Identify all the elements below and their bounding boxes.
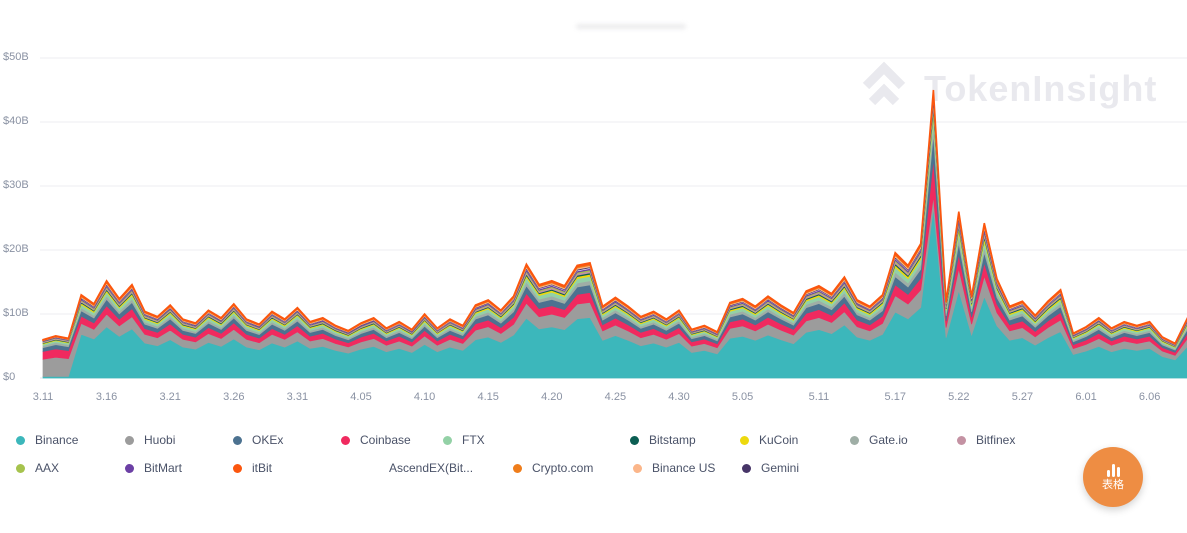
legend-label: Huobi [144, 433, 176, 447]
area-series-itbit[interactable] [42, 89, 1187, 345]
x-tick-label: 3.21 [159, 391, 181, 403]
y-tick-label: $40B [3, 115, 29, 127]
bar-chart-icon [1106, 463, 1120, 477]
legend-dot [233, 463, 242, 473]
legend-label: Binance [35, 433, 79, 447]
legend-label: itBit [252, 461, 273, 475]
x-tick-label: 4.20 [541, 391, 563, 403]
legend-item-bitfinex[interactable]: Bitfinex [957, 433, 1053, 447]
legend-item-coinbase[interactable]: Coinbase [341, 433, 443, 447]
table-view-button[interactable]: 表格 [1083, 447, 1143, 507]
legend-item-ascendex-bit-[interactable]: AscendEX(Bit... [370, 461, 513, 475]
x-tick-label: 6.06 [1138, 391, 1161, 403]
legend-label: OKEx [252, 433, 284, 447]
legend-item-crypto-com[interactable]: Crypto.com [513, 461, 633, 475]
legend-label: Bitstamp [649, 433, 696, 447]
legend-dot [633, 463, 642, 473]
legend-item-gate-io[interactable]: Gate.io [850, 433, 957, 447]
legend-dot [16, 435, 25, 445]
x-tick-label: 5.27 [1011, 391, 1034, 403]
legend-label: AAX [35, 461, 60, 475]
area-series-binance[interactable] [42, 207, 1187, 379]
y-tick-label: $30B [3, 179, 29, 191]
y-tick-label: $20B [3, 243, 29, 255]
legend-dot [513, 463, 522, 473]
legend-dot [957, 435, 966, 445]
legend-item-okex[interactable]: OKEx [233, 433, 341, 447]
x-tick-label: 3.31 [286, 391, 309, 403]
legend-dot [850, 435, 859, 445]
legend-label: FTX [462, 433, 485, 447]
table-button-label: 表格 [1102, 479, 1124, 491]
legend-dot [443, 435, 452, 445]
legend-row-2: AAX BitMart itBit AscendEX(Bit... Crypto.com… [16, 461, 838, 475]
scrollbar-smudge [576, 24, 686, 29]
legend-dot [16, 463, 25, 473]
watermark: TokenInsight [858, 58, 1157, 119]
legend-label: KuCoin [759, 433, 799, 447]
x-tick-label: 4.10 [413, 391, 436, 403]
legend-item-bitstamp[interactable]: Bitstamp [630, 433, 740, 447]
legend-label: BitMart [144, 461, 183, 475]
legend-item-huobi[interactable]: Huobi [125, 433, 233, 447]
stacked-area-chart[interactable] [40, 38, 1187, 383]
watermark-text: TokenInsight [924, 67, 1158, 109]
legend-item-binance[interactable]: Binance [16, 433, 125, 447]
legend-item-ftx[interactable]: FTX [443, 433, 630, 447]
legend-dot [233, 435, 242, 445]
x-tick-label: 5.17 [884, 391, 906, 403]
y-tick-label: $0 [3, 371, 16, 383]
legend-item-itbit[interactable]: itBit [233, 461, 370, 475]
x-tick-label: 4.30 [668, 391, 690, 403]
legend-item-kucoin[interactable]: KuCoin [740, 433, 850, 447]
x-tick-label: 4.05 [350, 391, 372, 403]
legend-label: Binance US [652, 461, 716, 475]
legend-item-binance-us[interactable]: Binance US [633, 461, 742, 475]
legend-dot [125, 463, 134, 473]
y-tick-label: $10B [3, 307, 29, 319]
x-tick-label: 3.11 [32, 391, 54, 403]
x-tick-label: 4.25 [604, 391, 627, 403]
legend-dot [370, 463, 379, 473]
legend-dot [740, 435, 749, 445]
legend-dot [742, 463, 751, 473]
legend-item-gemini[interactable]: Gemini [742, 461, 838, 475]
x-tick-label: 4.15 [477, 391, 499, 403]
legend-label: Bitfinex [976, 433, 1016, 447]
legend-dot [630, 435, 639, 445]
legend-label: Gate.io [869, 433, 908, 447]
legend-item-bitmart[interactable]: BitMart [125, 461, 233, 475]
x-tick-label: 6.01 [1075, 391, 1097, 403]
legend-row-1: Binance Huobi OKEx Coinbase FTX Bitstamp KuCoi… [16, 433, 1053, 447]
x-tick-label: 3.16 [95, 391, 118, 403]
legend-dot [341, 435, 350, 445]
legend-label: Gemini [761, 461, 800, 475]
legend-dot [125, 435, 134, 445]
x-tick-label: 5.11 [808, 391, 830, 403]
legend-label: AscendEX(Bit... [389, 461, 474, 475]
x-tick-label: 5.05 [731, 391, 754, 403]
x-tick-label: 3.26 [223, 391, 245, 403]
legend-label: Crypto.com [532, 461, 594, 475]
x-tick-label: 5.22 [948, 391, 970, 403]
legend-label: Coinbase [360, 433, 411, 447]
y-tick-label: $50B [3, 51, 29, 63]
tokeninsight-logo-icon [858, 58, 910, 119]
legend-item-aax[interactable]: AAX [16, 461, 125, 475]
